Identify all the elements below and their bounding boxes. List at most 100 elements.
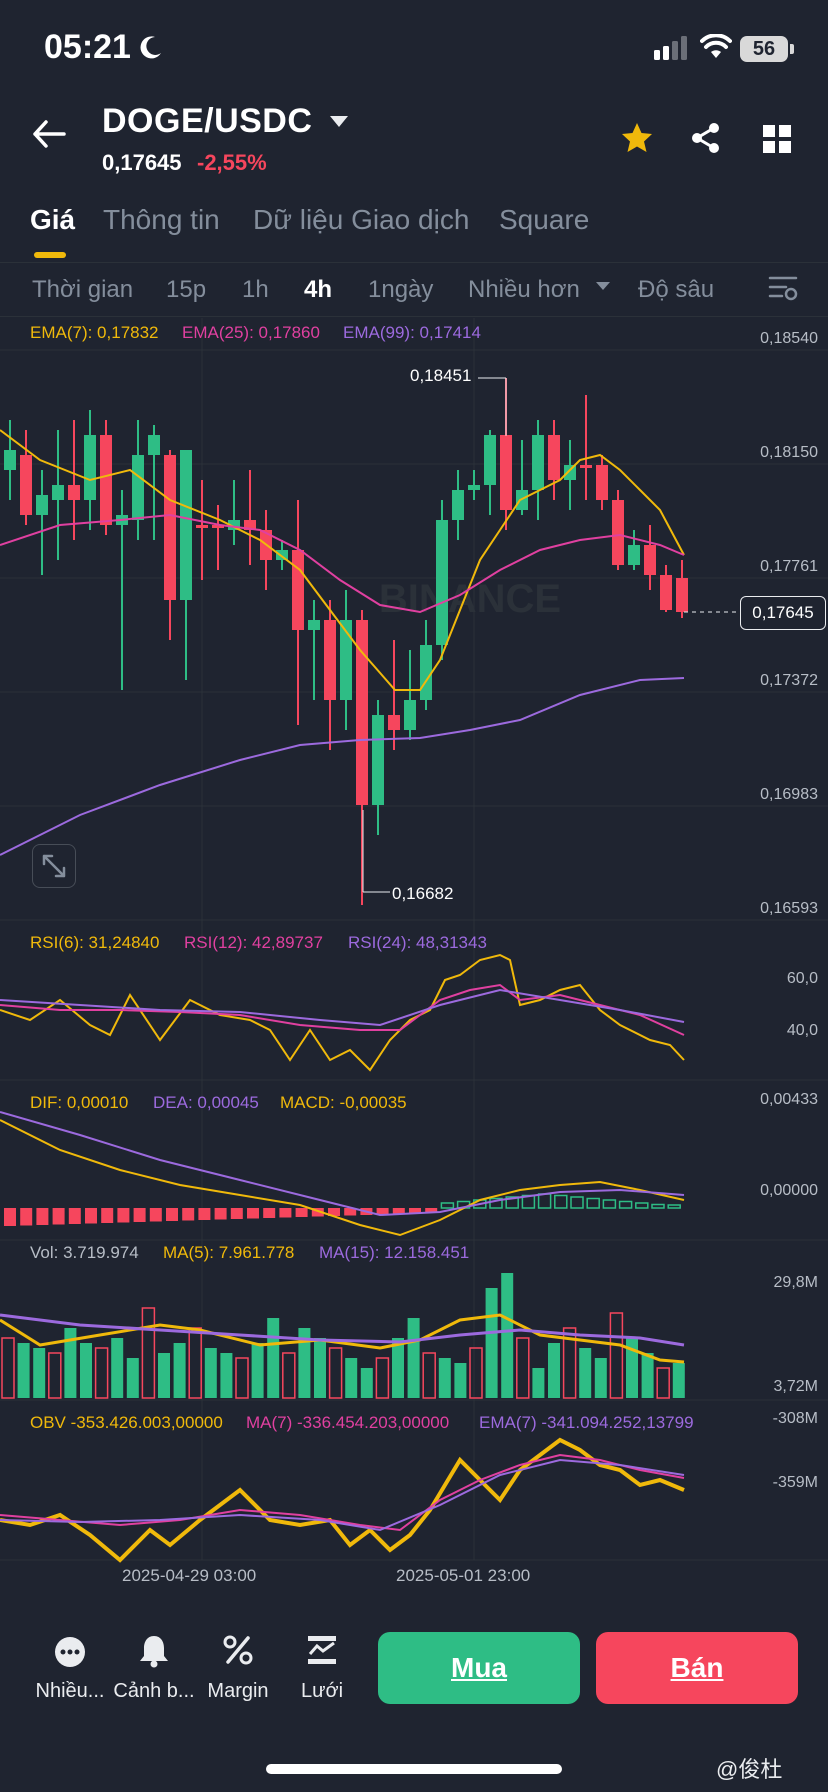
volume-bar (407, 1318, 420, 1398)
macd-y-tick: 0,00433 (760, 1091, 818, 1108)
sell-button[interactable]: Bán (596, 1632, 798, 1704)
candle-body (660, 575, 672, 610)
timeframe-1d[interactable]: 1ngày (368, 276, 434, 303)
more-icon[interactable] (54, 1636, 86, 1668)
vol-y-tick: 29,8M (773, 1274, 818, 1291)
macd-bar (344, 1208, 357, 1216)
ema25-line (0, 513, 685, 614)
timeframe-bar: Thời gian 15p 1h 4h 1ngày Nhiều hơn Độ s… (0, 268, 828, 316)
depth-tab[interactable]: Độ sâu (638, 276, 715, 303)
candle-body (36, 495, 48, 515)
macd-bar (295, 1208, 308, 1217)
timeframe-4h[interactable]: 4h (304, 276, 333, 303)
candle-body (372, 715, 384, 805)
main-tabs: Giá Thông tin Dữ liệu Giao dịch Square (0, 204, 828, 264)
obv-y-tick: -308M (772, 1410, 818, 1427)
high-price-label: 0,18451 (410, 366, 472, 385)
tab-price[interactable]: Giá (30, 204, 76, 235)
macd-bar (85, 1208, 97, 1224)
pair-title[interactable]: DOGE/USDC (102, 102, 313, 140)
bell-icon[interactable] (138, 1634, 170, 1668)
candle-body (676, 578, 688, 612)
obv-y-tick: -359M (772, 1474, 818, 1491)
macd-bar (635, 1202, 649, 1209)
bottom-nav-margin[interactable]: Margin (207, 1680, 269, 1702)
volume-bar (173, 1343, 186, 1398)
ema7-legend: EMA(7): 0,17832 (30, 323, 159, 342)
macd-bar (36, 1208, 49, 1225)
obv-legend: OBV -353.426.003,00000 (30, 1413, 223, 1432)
bottom-nav-alert[interactable]: Cảnh b... (113, 1680, 195, 1702)
macd-bar (570, 1196, 584, 1209)
volume-bar (314, 1338, 326, 1398)
volume-bar (126, 1358, 139, 1398)
macd-bar (554, 1194, 568, 1209)
candle-body (612, 500, 624, 565)
volume-bar (626, 1338, 638, 1398)
macd-bar (667, 1204, 681, 1209)
tab-trading-data[interactable]: Dữ liệu Giao dịch (253, 204, 470, 235)
tab-square[interactable]: Square (499, 204, 590, 235)
macd-bar (376, 1208, 389, 1215)
bottom-nav-grid[interactable]: Lưới (300, 1680, 344, 1702)
timeframe-1h[interactable]: 1h (242, 276, 269, 303)
favorite-star-icon[interactable] (620, 122, 654, 154)
rsi-y-tick: 60,0 (786, 970, 818, 987)
volume-bar (532, 1368, 545, 1398)
candle-body (532, 435, 544, 490)
volume-panel (0, 1273, 685, 1399)
timeframe-more[interactable]: Nhiều hơn (468, 276, 580, 303)
candle-body (148, 435, 160, 455)
macd-bar (586, 1197, 600, 1209)
candle-body (324, 620, 336, 700)
candle-body (436, 520, 448, 645)
expand-icon[interactable] (32, 844, 76, 888)
candle-body (500, 435, 512, 510)
rsi-y-tick: 40,0 (786, 1022, 818, 1039)
macd-bar (117, 1208, 130, 1223)
buy-button[interactable]: Mua (378, 1632, 580, 1704)
wifi-icon (700, 34, 732, 58)
share-icon[interactable] (690, 122, 722, 154)
margin-icon[interactable] (222, 1634, 254, 1666)
macd-bar (101, 1208, 114, 1223)
timeframe-time[interactable]: Thời gian (32, 276, 134, 303)
macd-legend: MACD: -0,00035 (280, 1093, 407, 1112)
macd-panel (0, 1111, 685, 1237)
active-tab-indicator (34, 252, 66, 258)
timeframe-15m[interactable]: 15p (166, 276, 207, 303)
candlesticks (4, 378, 688, 905)
volume-bar (267, 1318, 280, 1398)
current-price-tag[interactable]: 0,17645 (740, 596, 826, 630)
ema-lines (0, 429, 685, 856)
dif-legend: DIF: 0,00010 (30, 1093, 129, 1112)
macd-bar (68, 1208, 81, 1224)
ema99-legend: EMA(99): 0,17414 (343, 323, 481, 342)
macd-bar (602, 1199, 617, 1209)
volume-bar (562, 1327, 577, 1399)
candle-body (468, 485, 480, 490)
bottom-nav-more[interactable]: Nhiều... (35, 1680, 105, 1702)
volume-bar (516, 1337, 530, 1399)
indicator-settings-icon[interactable] (768, 274, 798, 302)
rsi12-line (0, 983, 685, 1036)
volume-bar (94, 1347, 109, 1399)
layout-grid-icon[interactable] (762, 124, 792, 154)
volume-bar (345, 1358, 358, 1398)
chart-canvas[interactable]: BINANCE (0, 316, 828, 1586)
rsi-lines (0, 953, 685, 1072)
y-tick: 0,16983 (760, 786, 818, 803)
tab-info[interactable]: Thông tin (103, 204, 220, 235)
timeframe-divider (0, 316, 828, 317)
back-arrow-icon[interactable] (32, 120, 66, 148)
volume-bar (579, 1348, 592, 1398)
candle-body (212, 525, 224, 528)
candle-body (404, 700, 416, 730)
more-dropdown-icon[interactable] (596, 282, 610, 290)
grid-bot-icon[interactable] (306, 1634, 338, 1666)
ema7-line (0, 429, 685, 691)
rsi24-line (0, 988, 685, 1027)
vol-legend: Vol: 3.719.974 (30, 1243, 139, 1262)
pair-dropdown-icon[interactable] (330, 116, 348, 127)
vol-ma15-line (0, 1313, 685, 1347)
